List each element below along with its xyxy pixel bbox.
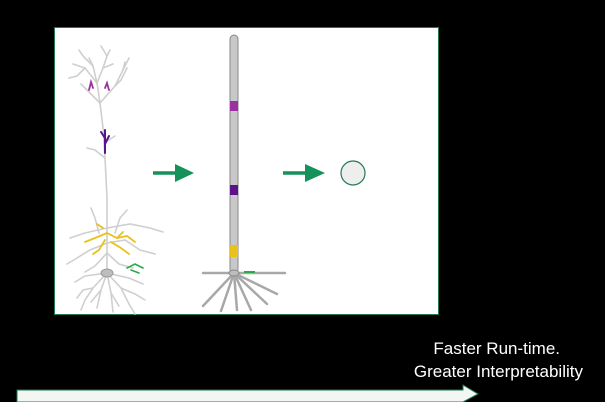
caption-faster-runtime: Faster Run-time. <box>433 339 560 358</box>
right-arrow-icon <box>153 164 194 182</box>
simplified-cable-neuron-icon <box>201 34 287 313</box>
right-arrow-icon <box>283 164 325 182</box>
progress-arrow-icon <box>16 384 480 402</box>
detailed-neuron-icon <box>66 45 164 315</box>
diagram-canvas <box>66 34 366 315</box>
caption-greater-interpretability: Greater Interpretability <box>413 362 583 381</box>
point-neuron-icon <box>340 160 366 186</box>
model-reduction-diagram <box>54 27 439 315</box>
